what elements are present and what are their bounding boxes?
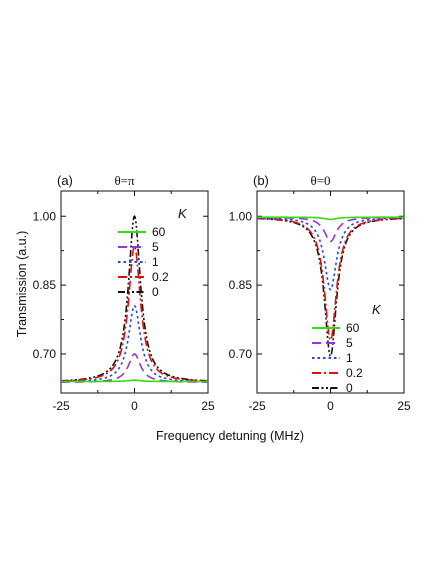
legend-label: 0.2 — [346, 366, 363, 380]
x-tick-label: 25 — [201, 399, 215, 413]
series-line-0.2 — [60, 245, 209, 382]
x-tick-label: 25 — [397, 399, 411, 413]
y-tick-label: 0.70 — [229, 347, 253, 361]
series-line-5 — [61, 353, 208, 383]
series-line-1 — [257, 217, 404, 291]
plot-frame — [60, 190, 209, 394]
series-line-0.2 — [256, 217, 405, 342]
x-tick-label: 0 — [327, 399, 334, 413]
series-line-60 — [257, 216, 404, 221]
series-line-1 — [60, 304, 209, 383]
y-tick-label: 0.70 — [33, 347, 57, 361]
series-line-0 — [256, 217, 405, 358]
y-tick-label: 1.00 — [229, 209, 253, 223]
panel-label: (b) — [253, 173, 269, 188]
panel-title: θ=π — [114, 173, 135, 188]
y-axis-title: Transmission (a.u.) — [15, 231, 29, 338]
legend-label: 0.2 — [152, 270, 169, 284]
plot-frame — [256, 190, 405, 394]
x-tick-label: 0 — [131, 399, 138, 413]
series-line-5 — [257, 216, 404, 243]
legend-label: 0 — [346, 381, 353, 395]
legend-label: 0 — [152, 285, 159, 299]
legend-label: 1 — [152, 255, 159, 269]
legend-label: 1 — [346, 351, 353, 365]
x-tick-label: -25 — [248, 399, 266, 413]
x-tick-label: -25 — [52, 399, 70, 413]
legend-label: 5 — [152, 240, 159, 254]
series-line-0 — [60, 215, 209, 382]
legend-title: K — [372, 302, 382, 317]
legend-label: 5 — [346, 336, 353, 350]
y-tick-label: 1.00 — [33, 209, 57, 223]
x-axis-title: Frequency detuning (MHz) — [156, 429, 304, 443]
y-tick-label: 0.85 — [33, 278, 57, 292]
series-line-60 — [61, 379, 208, 383]
legend-label: 60 — [152, 225, 166, 239]
y-tick-label: 0.85 — [229, 278, 253, 292]
legend-title: K — [178, 206, 188, 221]
panel-title: θ=0 — [310, 173, 330, 188]
legend-label: 60 — [346, 321, 360, 335]
panel-label: (a) — [57, 173, 73, 188]
